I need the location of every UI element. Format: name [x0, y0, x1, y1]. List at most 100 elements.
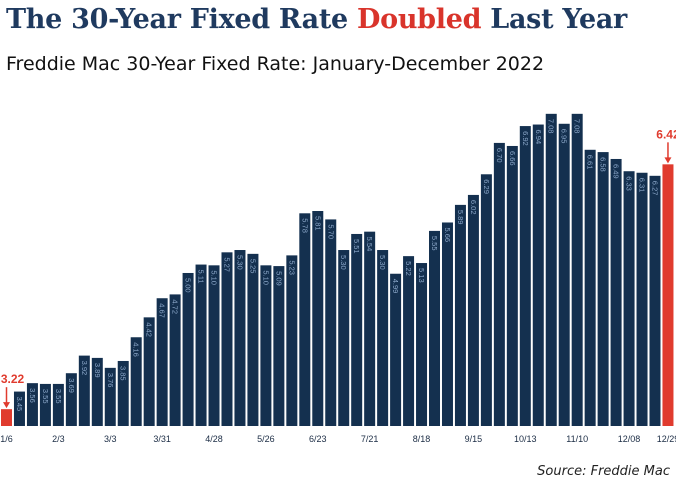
x-tick-label: 6/23: [309, 434, 327, 444]
bar: [169, 294, 181, 426]
bar-value-label: 5.13: [417, 268, 426, 283]
bar-value-label: 6.02: [469, 200, 478, 215]
bar-value-label: 5.66: [443, 227, 452, 242]
bar: [584, 149, 596, 427]
bar-value-label: 6.58: [599, 157, 608, 172]
bar: [78, 355, 90, 426]
x-tick-label: 1/6: [0, 434, 13, 444]
bar-value-label: 5.81: [313, 216, 322, 231]
bar-value-label: 3.55: [54, 389, 63, 404]
bar-value-label: 3.69: [67, 378, 76, 393]
bars-layer: [1, 113, 674, 427]
bar-value-label: 3.85: [119, 366, 128, 381]
x-tick-label: 3/31: [153, 434, 171, 444]
x-tick-label: 12/29: [657, 434, 676, 444]
bar: [532, 124, 544, 426]
bar: [195, 264, 207, 426]
bar-value-label: 3.89: [93, 363, 102, 378]
bar-value-label: 5.89: [456, 210, 465, 225]
bar-value-label: 5.23: [287, 260, 296, 275]
bar: [454, 204, 466, 426]
bar-value-label: 5.78: [300, 218, 309, 233]
chart-subtitle: Freddie Mac 30-Year Fixed Rate: January-…: [6, 53, 545, 75]
bar: [441, 222, 453, 426]
bar: [312, 211, 324, 426]
bar: [104, 367, 116, 426]
bar-value-label: 3.76: [106, 373, 115, 388]
x-tick-label: 10/13: [514, 434, 537, 444]
bar: [325, 219, 337, 426]
bar-value-label: 5.54: [365, 237, 374, 252]
bar-value-label: 5.27: [222, 257, 231, 272]
bar-value-label: 6.49: [612, 164, 621, 179]
bar-value-label: 5.70: [326, 224, 335, 239]
bar-value-label: 5.30: [378, 255, 387, 270]
bar: [519, 126, 531, 426]
highlight-arrow-head: [664, 157, 672, 164]
bar-value-label: 4.16: [132, 342, 141, 357]
title-part-2: Last Year: [490, 4, 627, 35]
bar: [221, 252, 233, 426]
bar-value-labels: 3.45 3.56 3.55 3.55 3.69 3.92 3.89 3.76 3.85 4.16…: [15, 119, 660, 411]
bar-value-label: 5.00: [184, 278, 193, 293]
x-tick-label: 2/3: [52, 434, 65, 444]
chart-title: The 30-Year Fixed Rate Doubled Last Year: [6, 2, 627, 38]
bar: [156, 298, 168, 426]
bar-value-label: 5.30: [235, 255, 244, 270]
bar-value-label: 4.72: [171, 299, 180, 314]
bar: [623, 171, 635, 426]
bar: [338, 250, 350, 426]
bar-value-label: 3.92: [80, 361, 89, 376]
bar: [493, 142, 505, 426]
bar: [130, 337, 142, 426]
bar: [208, 265, 220, 426]
bar: [143, 317, 155, 426]
x-tick-label: 5/26: [257, 434, 275, 444]
bar: [610, 158, 622, 426]
x-axis-tick-labels: 1/6 2/3 3/3 3/31 4/28 5/26 6/23 7/21 8/18 9/15 10/…: [0, 434, 676, 444]
bar-value-label: 4.42: [145, 322, 154, 337]
bar-value-label: 6.94: [534, 130, 543, 145]
x-tick-label: 3/3: [104, 434, 117, 444]
bar: [545, 113, 557, 426]
bar: [429, 230, 441, 426]
highlight-callouts: 3.22 6.42: [1, 127, 676, 409]
bar-value-label: 6.61: [586, 155, 595, 170]
bar-value-label: 6.27: [651, 181, 660, 196]
x-tick-label: 9/15: [465, 434, 483, 444]
bar: [467, 194, 479, 426]
bar-value-label: 4.99: [391, 279, 400, 294]
bar-value-label: 5.55: [430, 236, 439, 251]
x-tick-label: 12/08: [618, 434, 641, 444]
highlight-bar: [1, 409, 12, 426]
bar-value-label: 5.25: [248, 259, 257, 274]
bar: [117, 360, 129, 426]
bar: [480, 174, 492, 426]
bar-value-label: 6.70: [495, 148, 504, 163]
bar-value-label: 5.51: [352, 239, 361, 254]
bar: [65, 373, 77, 426]
bar: [299, 213, 311, 426]
bar: [636, 172, 648, 426]
highlight-value-label: 6.42: [656, 127, 676, 141]
bar-value-label: 7.08: [547, 119, 556, 134]
bar-value-label: 6.33: [625, 176, 634, 191]
bar: [39, 383, 51, 426]
x-tick-label: 11/10: [566, 434, 588, 444]
bar: [390, 273, 402, 426]
bar-value-label: 6.29: [482, 179, 491, 194]
bar-value-label: 3.56: [28, 388, 37, 403]
bar: [13, 391, 25, 426]
title-part-1: The 30-Year Fixed Rate: [6, 4, 348, 35]
bar: [571, 113, 583, 426]
bar-value-label: 5.11: [197, 270, 206, 284]
bar: [286, 255, 298, 426]
x-tick-label: 7/21: [361, 434, 379, 444]
bar-value-label: 3.45: [15, 397, 24, 412]
bar-value-label: 6.92: [521, 131, 530, 146]
bar: [364, 231, 376, 426]
bar-value-label: 5.09: [274, 271, 283, 286]
highlight-value-label: 3.22: [1, 372, 25, 386]
bar-value-label: 5.22: [404, 261, 413, 276]
